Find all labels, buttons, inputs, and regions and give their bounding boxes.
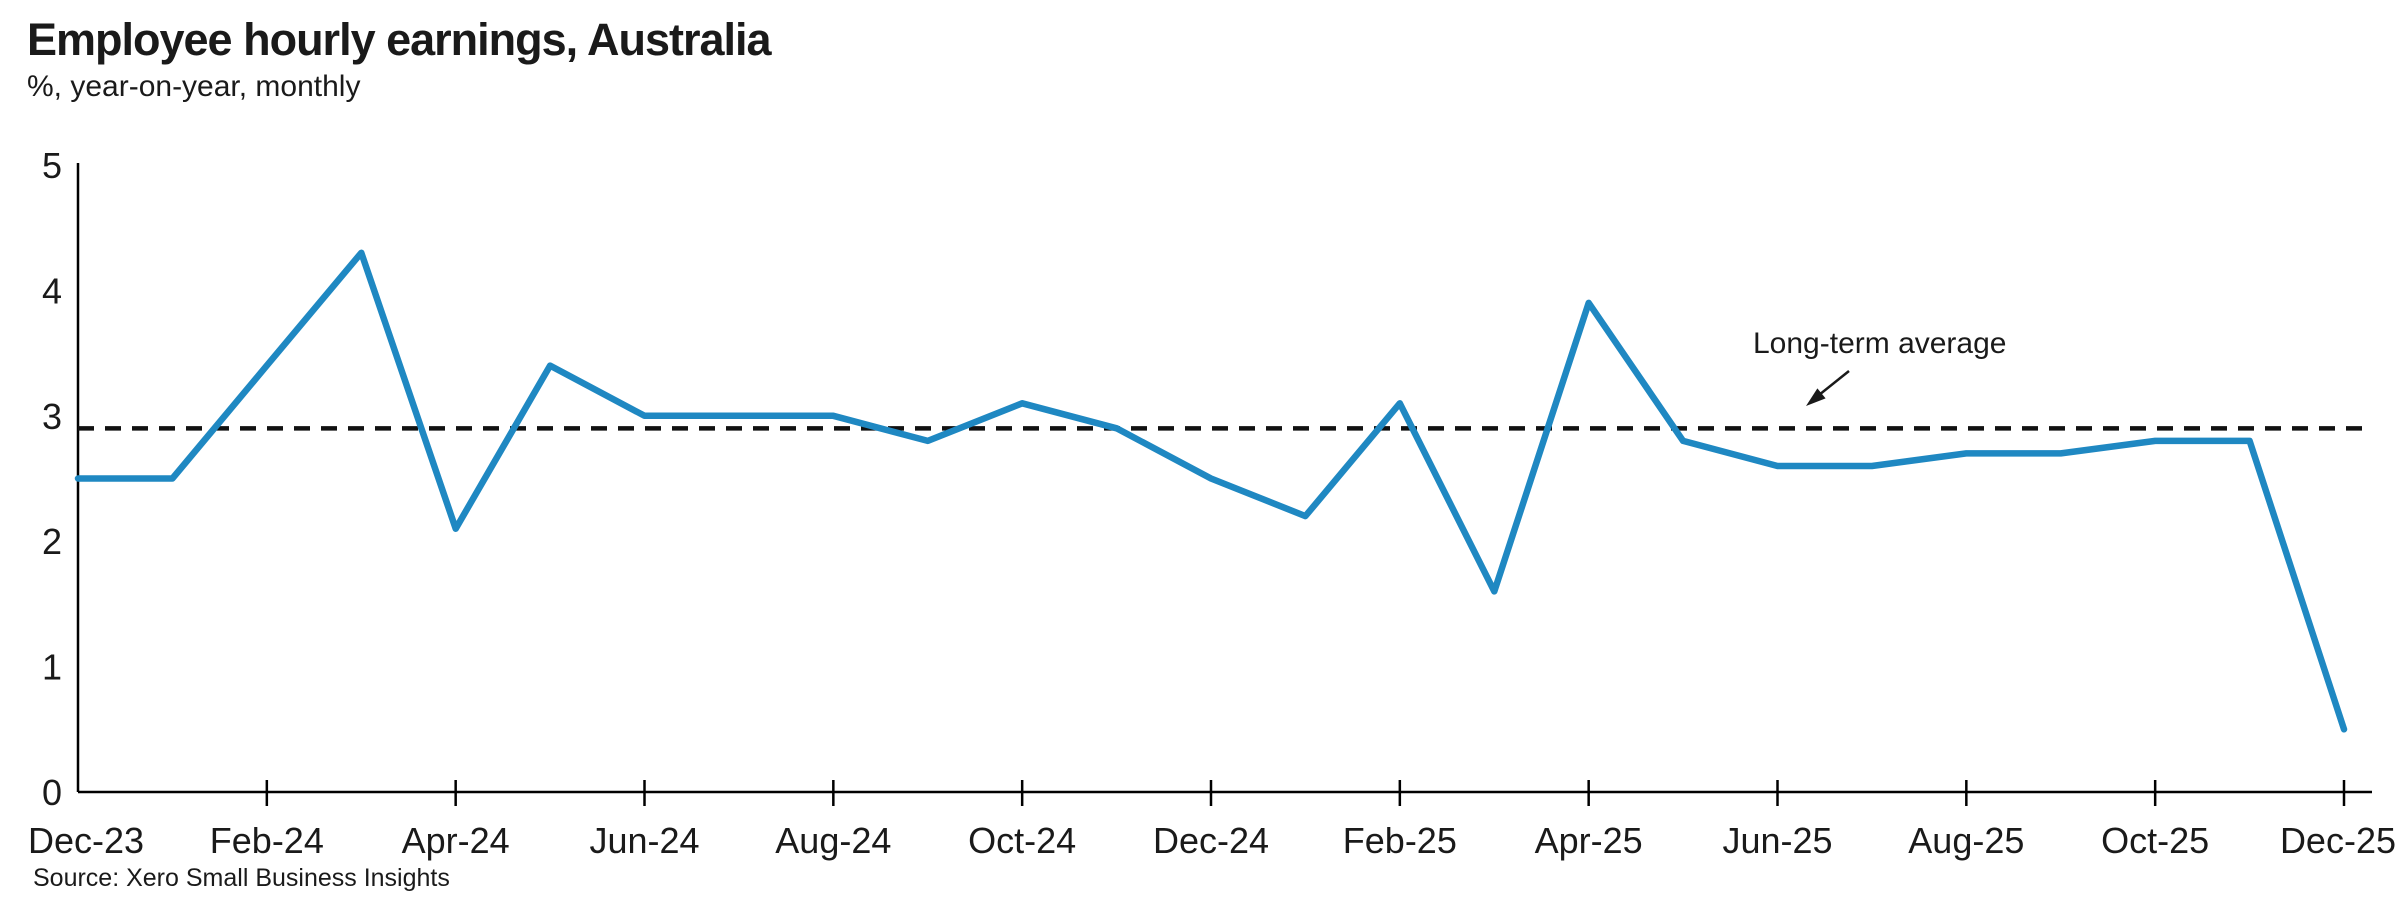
y-tick-label: 1 [42,647,62,688]
x-tick-label: Apr-24 [402,820,510,861]
long-term-average-annotation: Long-term average [1753,327,2006,360]
x-tick-label: Oct-24 [968,820,1076,861]
x-tick-label: Dec-25 [2280,820,2396,861]
y-tick-label: 4 [42,270,62,311]
y-tick-label: 5 [42,145,62,186]
x-tick-label: Feb-24 [210,820,324,861]
source-note: Source: Xero Small Business Insights [33,864,450,892]
x-tick-label: Apr-25 [1535,820,1643,861]
annotation-arrow-icon [1806,370,1850,406]
y-tick-label: 0 [42,772,62,813]
x-tick-label: Oct-25 [2101,820,2209,861]
page-title: Employee hourly earnings, Australia [27,14,772,65]
earnings-line-series [74,249,2348,733]
x-tick-label: Aug-25 [1908,820,2024,861]
x-tick-label: Dec-24 [1153,820,1269,861]
x-tick-label: Dec-23 [28,820,144,861]
y-tick-label: 2 [42,521,62,562]
x-axis-tick-labels: Dec-23 Feb-24 Apr-24 Jun-24 Aug-24 Oct-24 Dec-… [28,820,2396,861]
y-tick-label: 3 [42,396,62,437]
x-tick-label: Jun-24 [589,820,699,861]
chart-subtitle: %, year-on-year, monthly [27,70,361,103]
x-tick-label: Feb-25 [1343,820,1457,861]
x-tick-label: Aug-24 [775,820,891,861]
x-tick-label: Jun-25 [1722,820,1832,861]
y-axis-tick-labels: 0 1 2 3 4 5 [42,145,62,813]
